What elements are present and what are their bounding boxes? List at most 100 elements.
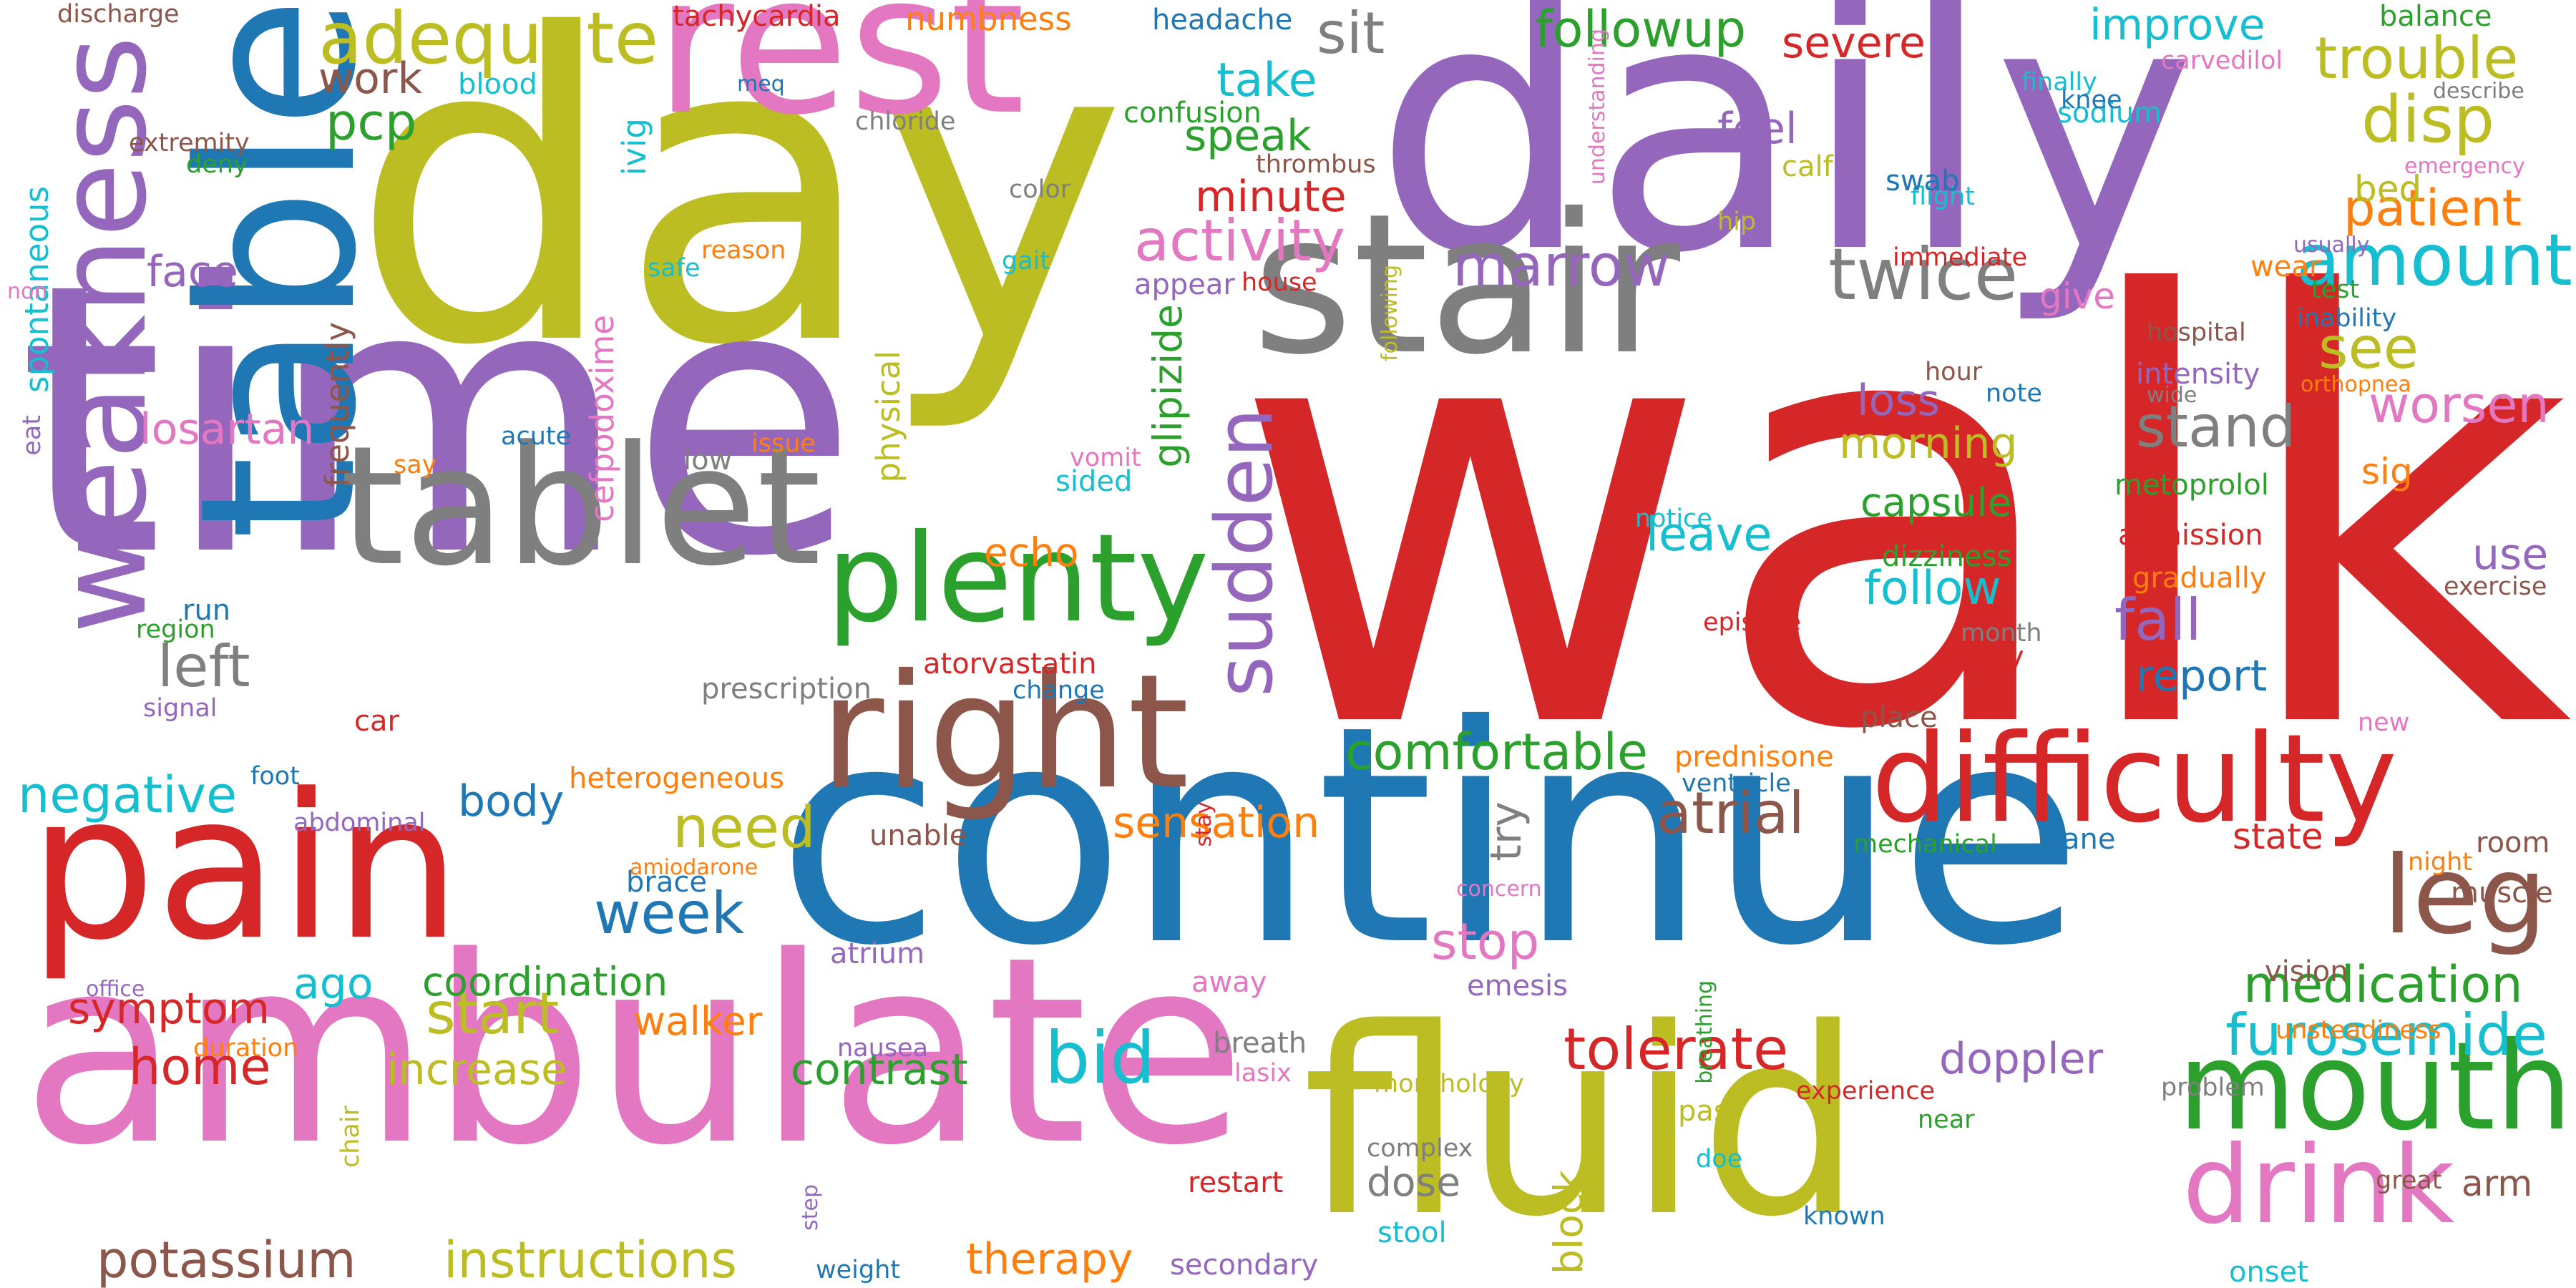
word-atorvastatin: atorvastatin xyxy=(923,648,1096,680)
word-issue: issue xyxy=(751,429,816,458)
word-low: low xyxy=(683,444,732,477)
word-continue: continue xyxy=(776,662,2083,1012)
word-coordination: coordination xyxy=(422,959,668,1005)
word-twice: twice xyxy=(1828,233,2018,316)
word-orthopnea: orthopnea xyxy=(2301,372,2411,397)
word-month: month xyxy=(1961,619,2042,648)
word-foot: foot xyxy=(250,762,300,791)
word-work: work xyxy=(318,54,422,104)
word-stay: stay xyxy=(1191,801,1216,847)
word-step: step xyxy=(798,1184,823,1231)
word-appear: appear xyxy=(1134,268,1235,301)
word-gait: gait xyxy=(1002,247,1050,275)
word-chair: chair xyxy=(336,1105,365,1168)
word-secondary: secondary xyxy=(1170,1249,1318,1282)
word-office: office xyxy=(86,977,145,1002)
word-today: today xyxy=(1943,640,2024,673)
word-doppler: doppler xyxy=(1939,1034,2104,1084)
word-stand: stand xyxy=(2136,394,2296,460)
word-walker: walker xyxy=(633,998,763,1044)
word-physical: physical xyxy=(869,351,907,482)
word-feel: feel xyxy=(1717,104,1797,154)
word-bid: bid xyxy=(1045,1016,1156,1100)
word-block: block xyxy=(1546,1170,1591,1274)
word-metoprolol: metoprolol xyxy=(2114,469,2269,502)
word-start: start xyxy=(426,980,559,1047)
word-see: see xyxy=(2318,315,2419,381)
word-ventricle: ventricle xyxy=(1682,769,1791,798)
word-abdominal: abdominal xyxy=(293,809,425,837)
word-past: past xyxy=(1678,1095,1740,1128)
word-furosemide: furosemide xyxy=(2225,1002,2547,1068)
word-fall: fall xyxy=(2114,587,2202,653)
word-negative: negative xyxy=(18,766,237,824)
word-intensity: intensity xyxy=(2136,358,2260,391)
word-vision: vision xyxy=(2265,955,2348,988)
word-emergency: emergency xyxy=(2404,154,2525,179)
word-take: take xyxy=(1216,54,1317,107)
word-dose: dose xyxy=(1367,1159,1460,1205)
word-time: time xyxy=(18,204,859,638)
word-admission: admission xyxy=(2118,519,2263,552)
word-blood: blood xyxy=(458,68,537,101)
word-try: try xyxy=(1481,801,1531,862)
word-numbness: numbness xyxy=(905,0,1072,38)
word-week: week xyxy=(594,880,745,947)
word-reason: reason xyxy=(701,236,786,265)
word-run: run xyxy=(182,594,230,627)
word-glipizide: glipizide xyxy=(1145,304,1191,468)
word-daily: daily xyxy=(1374,0,2197,328)
word-worsen: worsen xyxy=(2368,376,2550,434)
word-experience: experience xyxy=(1796,1077,1935,1106)
word-eat: eat xyxy=(18,415,47,456)
word-usually: usually xyxy=(2293,233,2369,258)
word-sit: sit xyxy=(1317,0,1385,67)
word-pcp: pcp xyxy=(326,93,416,152)
word-sudden: sudden xyxy=(1199,408,1290,697)
word-exercise: exercise xyxy=(2444,572,2547,601)
word-episode: episode xyxy=(1703,608,1801,637)
word-stool: stool xyxy=(1377,1216,1447,1249)
word-confusion: confusion xyxy=(1123,97,1262,130)
word-headache: headache xyxy=(1152,4,1292,36)
word-hour: hour xyxy=(1925,358,1983,386)
word-hospital: hospital xyxy=(2147,318,2246,347)
word-morphology: morphology xyxy=(1374,1070,1524,1098)
word-face: face xyxy=(147,247,238,297)
word-patient: patient xyxy=(2343,179,2522,238)
word-use: use xyxy=(2472,530,2548,580)
word-contrast: contrast xyxy=(791,1045,967,1095)
word-fluid: fluid xyxy=(1302,973,1863,1273)
word-need: need xyxy=(673,794,816,861)
word-weight: weight xyxy=(816,1256,900,1284)
word-ambulate: ambulate xyxy=(21,902,1246,1201)
word-meq: meq xyxy=(737,72,785,97)
word-safe: safe xyxy=(648,254,701,283)
word-nausea: nausea xyxy=(837,1034,928,1063)
word-notice: notice xyxy=(1635,504,1712,533)
word-ago: ago xyxy=(293,959,374,1009)
word-give: give xyxy=(2039,275,2115,317)
word-away: away xyxy=(1191,966,1267,999)
word-tachycardia: tachycardia xyxy=(673,0,840,33)
word-unable: unable xyxy=(869,819,967,852)
word-leave: leave xyxy=(1646,508,1772,562)
word-night: night xyxy=(2408,848,2472,877)
word-sig: sig xyxy=(2361,451,2413,492)
word-mechanical: mechanical xyxy=(1853,830,1997,859)
word-trouble: trouble xyxy=(2315,25,2518,92)
word-acute: acute xyxy=(501,422,571,451)
word-unsteadiness: unsteadiness xyxy=(2275,1016,2441,1045)
word-complex: complex xyxy=(1367,1134,1473,1163)
word-room: room xyxy=(2476,826,2550,859)
word-echo: echo xyxy=(984,530,1079,575)
word-bed: bed xyxy=(2354,168,2421,210)
word-inability: inability xyxy=(2297,304,2396,333)
word-onset: onset xyxy=(2229,1256,2308,1288)
word-difficulty: difficulty xyxy=(1871,708,2397,850)
word-report: report xyxy=(2136,651,2267,701)
word-walk: walk xyxy=(1230,175,2572,858)
word-restart: restart xyxy=(1188,1166,1283,1199)
